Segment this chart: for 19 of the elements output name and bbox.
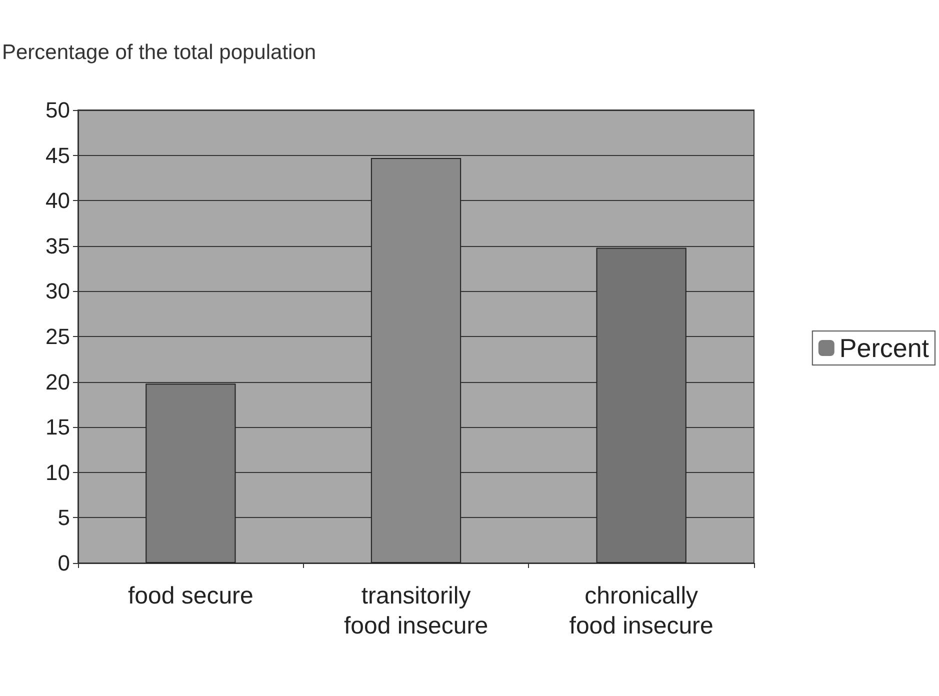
legend-label: Percent [839,333,930,363]
y-tick-label: 0 [58,550,70,576]
y-tick-label: 15 [46,414,70,440]
y-tick-label: 20 [46,369,70,394]
y-axis-title: Percentage of the total population [2,41,316,64]
y-tick-label: 35 [46,233,70,258]
x-tick-label: food secure [128,582,254,610]
bar [370,158,462,563]
bar [596,248,686,563]
x-tick-label: transitorily food insecure [344,582,488,640]
y-tick-label: 25 [46,324,70,349]
y-tick-label: 10 [46,460,70,485]
bar [146,384,236,563]
y-tick-label: 50 [46,98,70,122]
y-tick-label: 45 [46,142,70,168]
y-tick-label: 5 [58,505,70,530]
y-tick-label: 40 [46,188,70,214]
y-tick-label: 30 [46,278,70,304]
x-tick-label: chronically food insecure [569,582,714,640]
